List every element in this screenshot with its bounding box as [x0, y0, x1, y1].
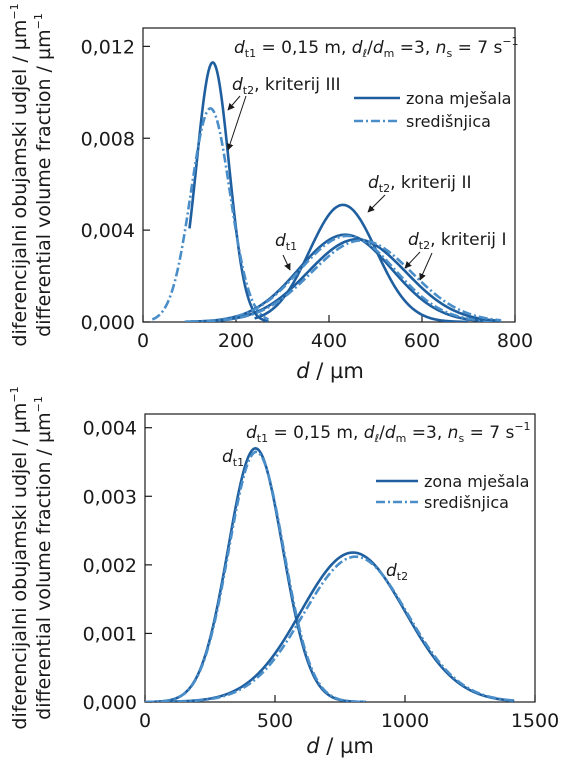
- x-tick-label-bottom-0: 0: [139, 710, 151, 732]
- series-line-bottom-3: [160, 555, 515, 702]
- x-tick-label-top-4: 800: [497, 330, 533, 352]
- y-tick-label-bottom-4: 0,004: [83, 418, 137, 440]
- series-line-top-1: [151, 107, 270, 321]
- x-tick-label-bottom-3: 1500: [511, 710, 559, 732]
- y-tick-label-top-1: 0,004: [81, 220, 135, 242]
- arrow-crit1-b: [419, 252, 433, 281]
- x-tick-label-bottom-2: 1000: [381, 710, 429, 732]
- y-axis-label-bottom-line1: diferencijalni obujamski udjel / µm−1: [8, 386, 31, 729]
- legend-label-dashdot: središnjica: [406, 112, 491, 131]
- series-line-top-6: [189, 239, 502, 322]
- series-line-top-5: [189, 238, 502, 322]
- arrow-crit3-a: [227, 95, 241, 111]
- y-axis-label-top-line1: diferencijalni obujamski udjel / µm−1: [8, 3, 31, 346]
- annotation-dt1-top: dt1: [275, 231, 297, 253]
- arrow-crit1-a: [404, 251, 421, 269]
- arrow-crit2: [367, 194, 386, 213]
- x-tick-label-top-1: 200: [218, 330, 254, 352]
- condition-text-top: dt1 = 0,15 m, dℓ/dm =3, ns = 7 s−1: [234, 35, 519, 60]
- annotation-dt2-bottom: dt2: [386, 561, 408, 583]
- x-tick-label-top-3: 600: [404, 330, 440, 352]
- condition-text-bottom: dt1 = 0,15 m, dℓ/dm =3, ns = 7 s−1: [246, 420, 531, 445]
- y-axis-label-top-line2: differential volume fraction / µm−1: [32, 13, 55, 337]
- legend-bottom: zona mješala središnjica: [376, 472, 529, 512]
- series-group-bottom: [145, 446, 515, 702]
- annotation-crit1: dt2, kriterij I: [408, 230, 506, 252]
- series-group-top: [151, 61, 502, 322]
- arrow-crit3-b: [226, 95, 247, 151]
- arrow-dt1-top: [282, 254, 291, 271]
- x-axis-label-top: d / µm: [296, 359, 364, 383]
- y-tick-label-top-3: 0,012: [81, 36, 135, 58]
- y-axis-label-bottom-line2: differential volume fraction / µm−1: [32, 396, 55, 720]
- x-tick-label-top-2: 400: [311, 330, 347, 352]
- y-tick-label-top-2: 0,008: [81, 128, 135, 150]
- annotation-crit2: dt2, kriterij II: [368, 173, 471, 195]
- x-tick-label-bottom-1: 500: [257, 710, 293, 732]
- chart-top: 0 200 400 600 800 0,000 0,004 0,008 0,012 dt1 = …: [81, 27, 534, 383]
- y-tick-label-bottom-2: 0,002: [83, 555, 137, 577]
- y-tick-label-bottom-0: 0,000: [83, 692, 137, 714]
- annotation-crit3: dt2, kriterij III: [232, 75, 340, 97]
- y-tick-label-bottom-3: 0,003: [83, 486, 137, 508]
- x-tick-label-top-0: 0: [137, 330, 149, 352]
- axis-ticks-top: 0 200 400 600 800 0,000 0,004 0,008 0,012: [81, 36, 534, 352]
- series-line-top-4: [184, 234, 502, 322]
- y-tick-label-bottom-1: 0,001: [83, 623, 137, 645]
- legend-label-dashdot-bottom: središnjica: [424, 493, 509, 512]
- x-axis-label-bottom: d / µm: [306, 734, 374, 758]
- chart-bottom: 0 500 1000 1500 0,000 0,001 0,002 0,003 0,004 dt…: [83, 413, 560, 758]
- legend-label-solid-bottom: zona mješala: [424, 472, 529, 491]
- axis-ticks-bottom: 0 500 1000 1500 0,000 0,001 0,002 0,003 0,004: [83, 418, 560, 732]
- annotation-dt1-bottom: dt1: [222, 447, 244, 469]
- legend-label-solid: zona mješala: [406, 89, 511, 108]
- plot-frame-bottom: [144, 413, 536, 703]
- series-line-bottom-1: [145, 450, 367, 702]
- legend-top: zona mješala središnjica: [354, 89, 511, 131]
- y-tick-label-top-0: 0,000: [81, 312, 135, 334]
- series-line-bottom-0: [145, 446, 367, 702]
